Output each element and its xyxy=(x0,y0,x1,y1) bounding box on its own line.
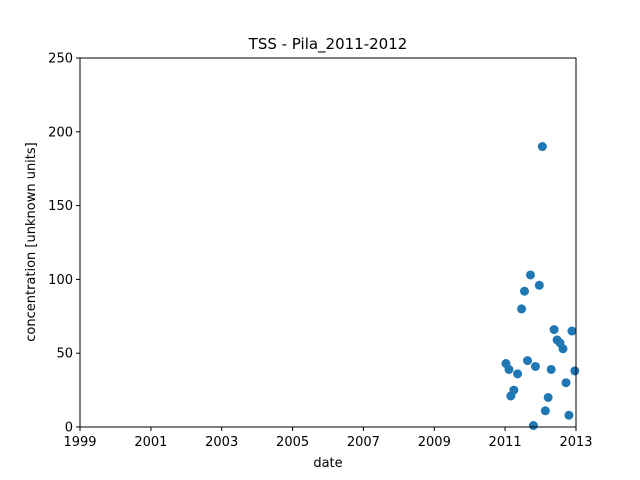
data-point-11 xyxy=(530,361,540,371)
chart-title: TSS - Pila_2011-2012 xyxy=(248,35,408,54)
y-tick-label: 150 xyxy=(48,199,73,214)
y-axis-label: concentration [unknown units] xyxy=(24,142,39,341)
points-layer xyxy=(501,142,580,431)
plot-frame xyxy=(79,57,577,428)
data-point-10 xyxy=(528,421,538,431)
x-axis: 1999 2001 2003 2005 2007 2009 2011 2013 xyxy=(63,427,593,450)
x-tick-label: 2013 xyxy=(559,435,592,450)
data-point-24 xyxy=(570,366,580,376)
data-point-20 xyxy=(558,344,568,354)
data-point-12 xyxy=(534,280,544,290)
data-point-9 xyxy=(526,270,536,280)
y-tick-label: 250 xyxy=(48,52,73,67)
data-point-15 xyxy=(543,392,553,402)
x-tick-label: 2005 xyxy=(276,435,309,450)
data-point-8 xyxy=(523,356,533,366)
data-point-23 xyxy=(567,326,577,336)
x-tick-label: 2001 xyxy=(134,435,167,450)
data-point-7 xyxy=(520,286,529,296)
x-tick-label: 2007 xyxy=(347,435,380,450)
y-tick-label: 0 xyxy=(65,421,73,436)
data-point-5 xyxy=(513,369,523,379)
x-tick-label: 2011 xyxy=(489,435,522,450)
data-point-22 xyxy=(564,410,574,420)
x-tick-label: 2003 xyxy=(205,435,238,450)
x-axis-label: date xyxy=(313,456,342,471)
y-tick-label: 200 xyxy=(48,125,73,140)
data-point-2 xyxy=(504,364,514,374)
x-tick-label: 1999 xyxy=(63,435,96,450)
y-tick-label: 50 xyxy=(56,347,73,362)
y-axis: 0 50 100 150 200 250 xyxy=(48,52,80,436)
data-point-21 xyxy=(561,378,571,388)
y-tick-label: 100 xyxy=(48,273,73,288)
data-point-6 xyxy=(517,304,527,314)
data-point-17 xyxy=(549,325,559,335)
data-point-4 xyxy=(509,385,519,395)
data-point-14 xyxy=(540,406,550,416)
x-tick-label: 2009 xyxy=(418,435,451,450)
data-point-13 xyxy=(537,142,547,152)
data-point-16 xyxy=(546,364,556,374)
